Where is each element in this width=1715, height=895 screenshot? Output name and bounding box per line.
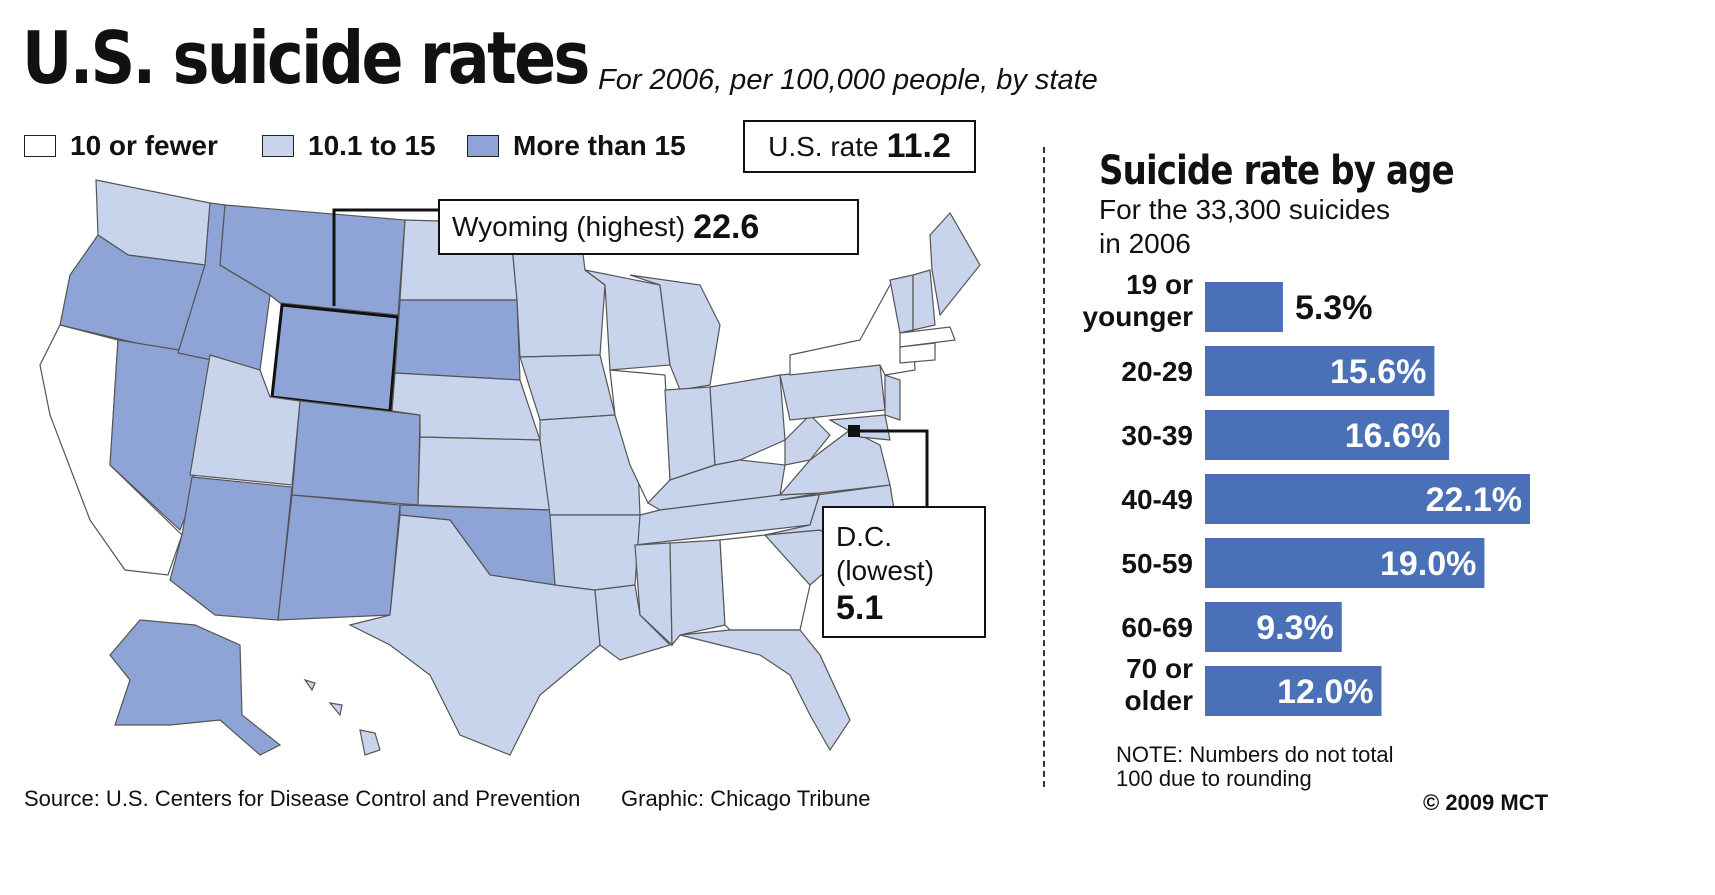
legend-label-mid: 10.1 to 15: [308, 130, 436, 161]
state-new-york: [789, 284, 916, 376]
state-indiana: [664, 386, 716, 481]
note-line1: NOTE: Numbers do not total: [1116, 742, 1394, 767]
legend-item-mid: 10.1 to 15: [262, 128, 436, 164]
age-category-label-5: 60-69: [1121, 612, 1193, 643]
legend-swatch-low: [24, 135, 56, 157]
age-bar-label-3: 22.1%: [1426, 481, 1522, 519]
state-hawaii: [303, 678, 381, 756]
state-new-jersey: [884, 374, 901, 421]
age-bar-6: [1205, 666, 1382, 716]
age-bar-label-4: 19.0%: [1380, 545, 1476, 583]
age-bar-label-5: 9.3%: [1256, 609, 1334, 647]
dc-leader-line: [860, 429, 929, 506]
age-bar-3: [1205, 474, 1530, 524]
state-new-hampshire: [912, 269, 936, 331]
state-south-dakota: [394, 299, 521, 381]
wyoming-callout-value: 22.6: [693, 207, 760, 246]
age-chart-subtitle-line2: in 2006: [1099, 228, 1191, 259]
legend-item-high: More than 15: [467, 128, 686, 164]
state-wyoming: [270, 303, 400, 413]
legend-item-low: 10 or fewer: [24, 128, 218, 164]
age-bar-0: [1205, 282, 1283, 332]
state-kansas: [417, 436, 551, 511]
us-rate-label: U.S. rate: [768, 130, 879, 162]
age-chart-title: Suicide rate by age: [1099, 148, 1455, 194]
us-map: [39, 179, 981, 756]
us-rate-box: U.S. rate 11.2: [743, 120, 976, 173]
state-massachusetts: [899, 326, 956, 348]
credit-text: Graphic: Chicago Tribune: [621, 786, 871, 811]
us-rate-value: 11.2: [886, 127, 951, 165]
state-arkansas: [549, 514, 641, 591]
state-iowa: [519, 354, 616, 421]
wyoming-callout-label: Wyoming (highest): [452, 211, 686, 242]
age-bar-1: [1205, 346, 1435, 396]
panel-divider: [1043, 147, 1045, 787]
age-category-label-6: 70 or older: [1125, 653, 1194, 716]
age-category-label-3: 40-49: [1121, 484, 1193, 515]
age-bar-2: [1205, 410, 1450, 460]
legend-swatch-mid: [262, 135, 294, 157]
state-west-virginia: [784, 414, 831, 466]
state-wisconsin: [584, 269, 671, 371]
legend-label-low: 10 or fewer: [70, 130, 218, 161]
state-colorado: [291, 400, 421, 506]
age-chart-subtitle-line1: For the 33,300 suicides: [1099, 194, 1391, 225]
dc-callout-note: (lowest): [836, 555, 935, 586]
dc-callout: D.C. (lowest) 5.1: [822, 506, 986, 638]
wyoming-callout: Wyoming (highest) 22.6: [438, 199, 859, 255]
age-bar-label-6: 12.0%: [1277, 673, 1373, 711]
state-florida: [679, 629, 851, 752]
age-bar-chart: 5.3% 19 or younger 15.6% 20-29 16.6% 30-39 22.1…: [1083, 272, 1530, 716]
state-new-mexico: [277, 494, 401, 621]
legend-label-high: More than 15: [513, 130, 686, 161]
age-bar-label-1: 15.6%: [1330, 353, 1426, 391]
state-alabama: [669, 539, 726, 647]
state-ohio: [709, 374, 786, 466]
age-bar-4: [1205, 538, 1485, 588]
age-bar-label-0: 5.3%: [1295, 289, 1373, 327]
age-category-label-1: 20-29: [1121, 356, 1193, 387]
source-text: Source: U.S. Centers for Disease Control…: [24, 786, 581, 811]
chart-subtitle: For 2006, per 100,000 people, by state: [598, 64, 1098, 96]
chart-title: U.S. suicide rates: [22, 16, 590, 100]
age-bar-5: [1205, 602, 1342, 652]
wyoming-leader-line: [332, 208, 438, 306]
age-category-label-0: 19 or younger: [1083, 272, 1194, 332]
legend-swatch-high: [467, 135, 499, 157]
state-louisiana: [594, 584, 672, 661]
age-category-label-4: 50-59: [1121, 548, 1193, 579]
state-alaska: [109, 619, 282, 756]
age-category-label-2: 30-39: [1121, 420, 1193, 451]
dc-callout-value: 5.1: [836, 589, 884, 627]
dc-marker: [848, 425, 860, 437]
copyright-text: © 2009 MCT: [1423, 790, 1549, 815]
note-line2: 100 due to rounding: [1116, 766, 1312, 791]
state-connecticut: [899, 342, 936, 364]
state-texas: [348, 514, 601, 756]
age-bar-label-2: 16.6%: [1345, 417, 1441, 455]
state-maine: [929, 211, 981, 317]
state-arizona: [169, 476, 293, 621]
dc-callout-name: D.C.: [836, 521, 892, 552]
